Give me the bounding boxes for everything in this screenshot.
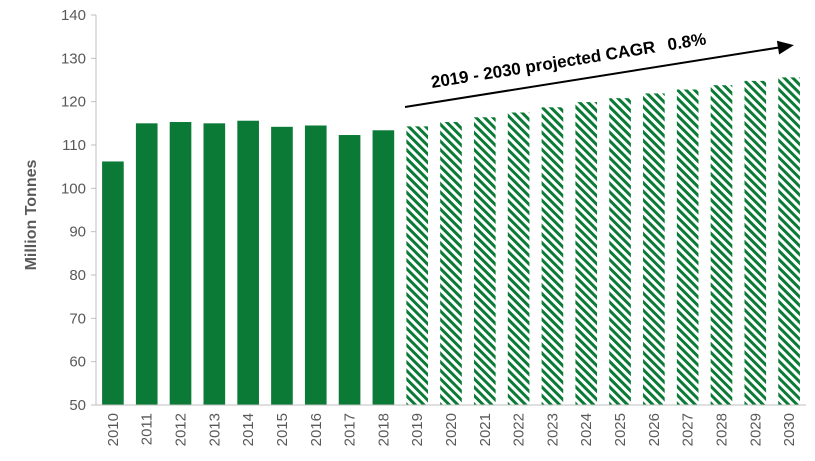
- bar-2018: [372, 130, 395, 405]
- y-tick-label-130: 130: [61, 50, 86, 67]
- bar-2021: [473, 117, 496, 406]
- x-tick-label-2011: 2011: [139, 413, 156, 445]
- bar-2025: [609, 98, 631, 405]
- x-tick-label-2022: 2022: [511, 413, 528, 446]
- y-axis-title: Million Tonnes: [23, 160, 40, 271]
- bar-2010: [102, 161, 124, 405]
- y-tick-label-100: 100: [61, 180, 86, 197]
- bar-2026: [643, 93, 665, 406]
- x-tick-label-2025: 2025: [612, 413, 629, 446]
- x-tick-label-2021: 2021: [477, 413, 494, 446]
- x-tick-label-2023: 2023: [544, 413, 561, 446]
- x-tick-label-2019: 2019: [409, 413, 426, 446]
- y-axis: 50 60 70 80 90 100 110 120 130 140: [61, 7, 97, 414]
- bar-2014: [237, 120, 259, 405]
- bar-2020: [440, 122, 462, 405]
- bar-2015: [271, 126, 293, 406]
- y-tick-label-110: 110: [62, 137, 86, 154]
- y-tick-label-60: 60: [69, 354, 86, 371]
- bar-2013: [203, 123, 226, 405]
- x-tick-label-2016: 2016: [308, 413, 325, 446]
- y-tick-label-90: 90: [69, 224, 86, 241]
- bar-2012: [169, 122, 192, 405]
- x-tick-label-2026: 2026: [646, 413, 663, 446]
- y-tick-label-80: 80: [69, 267, 86, 284]
- bar-2028: [710, 85, 733, 405]
- bar-2024: [575, 102, 598, 405]
- y-tick-label-140: 140: [61, 7, 86, 24]
- x-tick-label-2024: 2024: [578, 413, 595, 446]
- bar-2022: [507, 112, 530, 405]
- x-tick-label-2017: 2017: [342, 413, 359, 446]
- x-tick-label-2028: 2028: [713, 413, 730, 446]
- x-tick-label-2013: 2013: [206, 413, 223, 446]
- x-tick-label-2010: 2010: [105, 413, 122, 446]
- bar-2027: [676, 89, 699, 405]
- cagr-label-text: 2019 - 2030 projected CAGR: [430, 38, 657, 92]
- x-tick-label-2030: 2030: [781, 413, 798, 446]
- plot-area: [102, 77, 800, 406]
- cagr-label: 2019 - 2030 projected CAGR 0.8%: [430, 29, 708, 91]
- x-tick-label-2020: 2020: [443, 413, 460, 446]
- cagr-value: 0.8%: [666, 29, 707, 54]
- bar-2030: [778, 77, 800, 406]
- x-axis: 2010 2011 2012 2013 2014 2015 2016 2017 2018 2019…: [96, 404, 806, 446]
- x-tick-label-2012: 2012: [173, 413, 190, 446]
- x-tick-label-2018: 2018: [375, 413, 392, 446]
- arrow-head-icon: [776, 40, 794, 55]
- x-tick-label-2029: 2029: [747, 413, 764, 446]
- bar-2011: [135, 123, 158, 405]
- x-tick-label-2015: 2015: [274, 413, 291, 446]
- trend-arrow: [404, 46, 783, 108]
- bar-2019: [406, 126, 429, 406]
- y-tick-label-120: 120: [61, 94, 86, 111]
- x-tick-label-2027: 2027: [680, 413, 697, 446]
- cagr-annotation: 2019 - 2030 projected CAGR 0.8%: [404, 29, 794, 108]
- y-tick-label-70: 70: [69, 310, 86, 327]
- bar-2029: [744, 80, 767, 406]
- bar-2016: [304, 125, 327, 405]
- bar-2023: [541, 107, 564, 406]
- bar-2017: [338, 135, 361, 405]
- x-tick-label-2014: 2014: [240, 413, 257, 446]
- y-tick-label-50: 50: [69, 397, 86, 414]
